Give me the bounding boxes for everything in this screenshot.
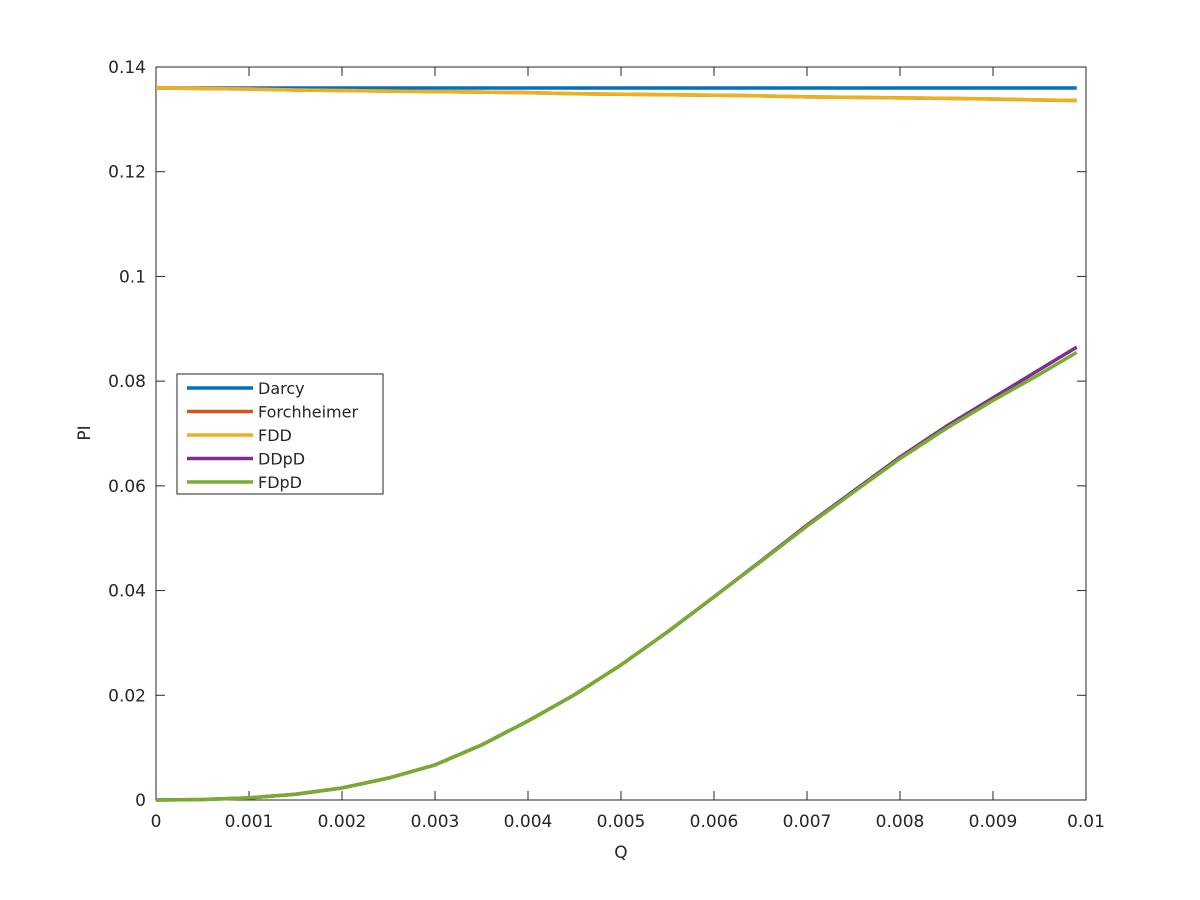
legend-label: FDpD xyxy=(258,473,302,492)
x-tick-label: 0.007 xyxy=(783,812,832,832)
series-line xyxy=(155,350,1078,802)
x-tick-label: 0 xyxy=(151,812,162,832)
legend-label: FDD xyxy=(258,426,292,445)
x-tick-label: 0.004 xyxy=(504,812,553,832)
y-tick-label: 0.06 xyxy=(108,477,146,497)
x-tick-label: 0.002 xyxy=(318,812,367,832)
x-tick-label: 0.008 xyxy=(876,812,925,832)
plot-frame xyxy=(155,66,1087,801)
y-axis-label: PI xyxy=(75,425,95,440)
x-tick-label: 0.003 xyxy=(411,812,460,832)
legend-label: Darcy xyxy=(258,379,305,398)
y-tick-label: 0.14 xyxy=(108,58,146,78)
y-tick-label: 0.08 xyxy=(108,372,146,392)
y-tick-label: 0.02 xyxy=(108,686,146,706)
series-line xyxy=(155,86,1077,103)
legend-label: Forchheimer xyxy=(258,403,358,422)
y-tick-label: 0.04 xyxy=(108,582,146,602)
y-tick-label: 0.1 xyxy=(119,267,146,287)
x-tick-label: 0.006 xyxy=(690,812,739,832)
y-tick-label: 0 xyxy=(135,791,146,811)
x-tick-label: 0.005 xyxy=(597,812,646,832)
legend-label: DDpD xyxy=(258,450,305,469)
y-tick-label: 0.12 xyxy=(108,163,146,183)
x-tick-label: 0.001 xyxy=(225,812,274,832)
x-axis-label: Q xyxy=(614,843,627,863)
x-tick-label: 0.009 xyxy=(969,812,1018,832)
x-tick-label: 0.01 xyxy=(1067,812,1105,832)
